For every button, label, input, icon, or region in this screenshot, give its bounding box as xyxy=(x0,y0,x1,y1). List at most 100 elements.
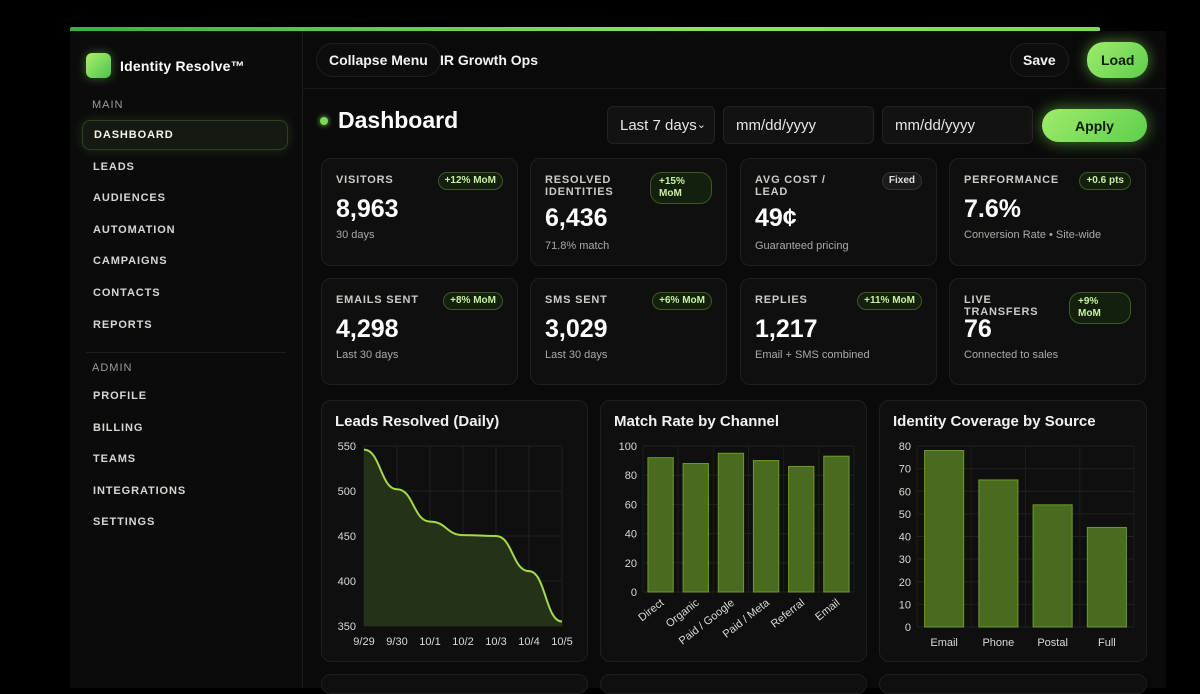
x-tick-label: Referral xyxy=(769,597,807,631)
bar xyxy=(824,456,849,592)
sidebar-item-teams[interactable]: TEAMS xyxy=(82,444,288,474)
bar xyxy=(683,464,708,592)
section-label-main: MAIN xyxy=(92,99,124,111)
y-tick-label: 100 xyxy=(619,441,637,453)
y-tick-label: 40 xyxy=(625,529,637,541)
bar xyxy=(925,451,964,627)
sidebar-item-leads[interactable]: LEADS xyxy=(82,152,288,182)
page-title: Dashboard xyxy=(320,107,458,134)
next-card xyxy=(600,674,867,694)
kpi-label: SMS SENT xyxy=(545,294,645,306)
kpi-badge: +12% MoM xyxy=(438,172,503,190)
sidebar-item-profile[interactable]: PROFILE xyxy=(82,381,288,411)
sidebar-item-settings[interactable]: SETTINGS xyxy=(82,507,288,537)
kpi-value: 3,029 xyxy=(545,315,608,344)
bar xyxy=(1087,527,1126,627)
collapse-menu-button[interactable]: Collapse Menu xyxy=(316,43,441,77)
kpi-value: 6,436 xyxy=(545,204,608,233)
y-tick-label: 20 xyxy=(899,577,911,589)
y-tick-label: 400 xyxy=(338,576,356,588)
sidebar-item-contacts[interactable]: CONTACTS xyxy=(82,278,288,308)
y-tick-label: 500 xyxy=(338,486,356,498)
x-tick-label: Direct xyxy=(636,597,666,624)
kpi-label: VISITORS xyxy=(336,174,436,186)
kpi-subtext: Last 30 days xyxy=(336,349,398,361)
y-tick-label: 350 xyxy=(338,621,356,633)
date-range-select[interactable]: Last 7 days ⌄ xyxy=(607,106,715,144)
date-to-input[interactable]: mm/dd/yyyy xyxy=(882,106,1033,144)
sidebar-item-reports[interactable]: REPORTS xyxy=(82,310,288,340)
kpi-badge: +9% MoM xyxy=(1069,292,1131,324)
kpi-value: 8,963 xyxy=(336,195,399,224)
bar xyxy=(718,453,743,592)
y-tick-label: 20 xyxy=(625,558,637,570)
kpi-label: REPLIES xyxy=(755,294,855,306)
x-tick-label: Email xyxy=(813,597,842,623)
sidebar-item-campaigns[interactable]: CAMPAIGNS xyxy=(82,246,288,276)
kpi-subtext: 71.8% match xyxy=(545,240,609,252)
date-range-value: Last 7 days xyxy=(620,117,697,134)
bar xyxy=(1033,505,1072,627)
sidebar-divider xyxy=(86,352,286,353)
x-tick-label: 10/1 xyxy=(419,636,440,648)
bar xyxy=(648,458,673,592)
x-tick-label: Postal xyxy=(1037,637,1068,649)
kpi-badge: +6% MoM xyxy=(652,292,712,310)
y-tick-label: 50 xyxy=(899,509,911,521)
y-tick-label: 80 xyxy=(625,470,637,482)
kpi-label: EMAILS SENT xyxy=(336,294,436,306)
sidebar-item-integrations[interactable]: INTEGRATIONS xyxy=(82,476,288,506)
apply-button[interactable]: Apply xyxy=(1042,109,1147,142)
kpi-label: AVG COST / LEAD xyxy=(755,174,855,198)
sidebar-item-billing[interactable]: BILLING xyxy=(82,413,288,443)
header: Collapse Menu IR Growth Ops Save Load xyxy=(302,31,1166,89)
kpi-subtext: Last 30 days xyxy=(545,349,607,361)
y-tick-label: 0 xyxy=(905,622,911,634)
x-tick-label: 10/4 xyxy=(518,636,539,648)
kpi-value: 4,298 xyxy=(336,315,399,344)
status-dot-icon xyxy=(320,117,328,125)
save-button[interactable]: Save xyxy=(1010,43,1069,77)
y-tick-label: 10 xyxy=(899,599,911,611)
brand-logo-icon xyxy=(86,53,111,78)
kpi-value: 1,217 xyxy=(755,315,818,344)
next-card xyxy=(879,674,1147,694)
x-tick-label: Phone xyxy=(982,637,1014,649)
x-tick-label: 9/29 xyxy=(353,636,374,648)
y-tick-label: 40 xyxy=(899,532,911,544)
kpi-value: 7.6% xyxy=(964,195,1021,224)
brand[interactable]: Identity Resolve™ xyxy=(86,53,245,78)
sidebar-item-dashboard[interactable]: DASHBOARD xyxy=(82,120,288,150)
y-tick-label: 80 xyxy=(899,441,911,453)
y-tick-label: 70 xyxy=(899,464,911,476)
sidebar-item-automation[interactable]: AUTOMATION xyxy=(82,215,288,245)
y-tick-label: 450 xyxy=(338,531,356,543)
kpi-subtext: Connected to sales xyxy=(964,349,1058,361)
x-tick-label: 9/30 xyxy=(386,636,407,648)
kpi-value: 49¢ xyxy=(755,204,797,233)
next-card xyxy=(321,674,588,694)
sidebar-item-audiences[interactable]: AUDIENCES xyxy=(82,183,288,213)
load-button[interactable]: Load xyxy=(1087,42,1148,78)
bar xyxy=(753,461,778,592)
kpi-label: RESOLVED IDENTITIES xyxy=(545,174,645,198)
kpi-subtext: Email + SMS combined xyxy=(755,349,870,361)
bar xyxy=(979,480,1018,627)
kpi-card: SMS SENT +6% MoM 3,029 Last 30 days xyxy=(530,278,727,385)
kpi-value: 76 xyxy=(964,315,992,344)
date-from-input[interactable]: mm/dd/yyyy xyxy=(723,106,874,144)
